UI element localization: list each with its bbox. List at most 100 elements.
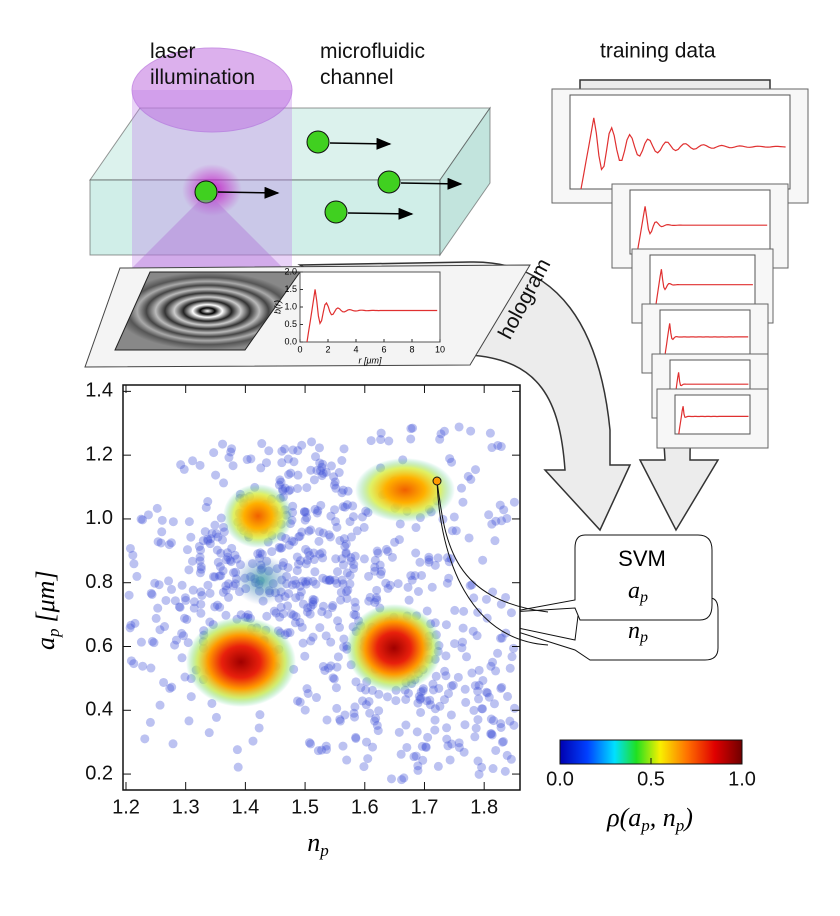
dot (165, 683, 175, 693)
dot (478, 555, 488, 565)
dot (219, 478, 229, 488)
dot (224, 579, 234, 589)
dot (302, 513, 312, 523)
svm-a-sub: p (639, 589, 648, 606)
dot (348, 512, 358, 522)
svm-label: SVM (618, 546, 666, 571)
dot (317, 745, 327, 755)
x-tick-label: 1.3 (172, 796, 200, 818)
dot (318, 601, 328, 611)
mini-frame (629, 189, 771, 255)
dot (313, 746, 323, 756)
dot (179, 613, 189, 623)
dot (482, 613, 492, 623)
dot (297, 440, 307, 450)
dot (300, 651, 310, 661)
dot (306, 465, 316, 475)
dot (472, 631, 482, 641)
dot (357, 512, 367, 522)
dot (470, 732, 480, 742)
dot (418, 686, 428, 696)
dot (218, 587, 228, 597)
dot (376, 569, 386, 579)
dot (218, 566, 228, 576)
dot (151, 613, 161, 623)
dot (184, 517, 194, 527)
dot (334, 468, 344, 478)
dot (218, 535, 228, 545)
dot (462, 652, 472, 662)
cb-tick-label: 1.0 (728, 768, 756, 790)
line: illumination (150, 66, 255, 89)
dot (445, 454, 455, 464)
dot (155, 625, 165, 635)
inset-x-tick-label: 0 (297, 344, 302, 354)
dot (449, 512, 459, 522)
y-tick-label: 1.2 (85, 443, 113, 465)
dot (306, 602, 316, 612)
dot (295, 591, 305, 601)
dot (403, 688, 413, 698)
y-tick-label: 0.2 (85, 762, 113, 784)
dot (189, 597, 199, 607)
dot (277, 446, 287, 456)
dot (481, 594, 491, 604)
dot (196, 608, 206, 618)
axes: 1.2 1.3 1.4 1.5 1.6 1.7 1.8 0.2 0.4 0.6 0.8 1.0 1.2 1… (85, 380, 520, 818)
dot (146, 663, 156, 673)
mini-frame (649, 254, 756, 310)
dot (364, 696, 374, 706)
dot (446, 710, 456, 720)
dot (489, 716, 499, 726)
dot (482, 688, 492, 698)
dot (375, 560, 385, 570)
dot (339, 642, 349, 652)
dot (359, 762, 369, 772)
dot (373, 548, 383, 558)
dot (276, 602, 286, 612)
dot (301, 544, 311, 554)
dot (421, 742, 431, 752)
dot (410, 571, 420, 581)
dot (331, 516, 341, 526)
dot (196, 599, 206, 609)
dot (186, 692, 196, 702)
dot (474, 680, 484, 690)
dot (394, 727, 404, 737)
dot (413, 586, 423, 596)
dot (128, 550, 138, 560)
inset-y-tick-label: 0.0 (284, 336, 297, 346)
dot (212, 545, 222, 555)
dot (339, 634, 349, 644)
dot (493, 648, 503, 658)
dot (276, 477, 286, 487)
x-tick-label: 1.4 (231, 796, 259, 818)
dot (298, 599, 308, 609)
y-axis-label: ap [μm] (31, 570, 63, 650)
dot (424, 552, 434, 562)
dot (418, 684, 428, 694)
dot (489, 699, 499, 709)
dot (211, 470, 221, 480)
dot (214, 571, 224, 581)
channel-label: microfluidic channel (320, 40, 425, 89)
dot (478, 675, 488, 685)
dot (204, 728, 214, 738)
plot-frame (122, 384, 521, 791)
dot (332, 703, 342, 713)
x-tick-label: 1.5 (291, 796, 319, 818)
dot (159, 677, 169, 687)
dot (308, 594, 318, 604)
dot (441, 620, 451, 630)
inset-y-tick-label: 2.0 (284, 266, 297, 276)
dot (372, 546, 382, 556)
dot (293, 446, 303, 456)
inset-y-tick-label: 1.5 (284, 284, 297, 294)
dot (443, 741, 453, 751)
dot (382, 692, 392, 702)
dot (194, 541, 204, 551)
dot (177, 628, 187, 638)
dot (261, 458, 271, 468)
dot (205, 539, 215, 549)
y-label-main: a (31, 637, 60, 650)
